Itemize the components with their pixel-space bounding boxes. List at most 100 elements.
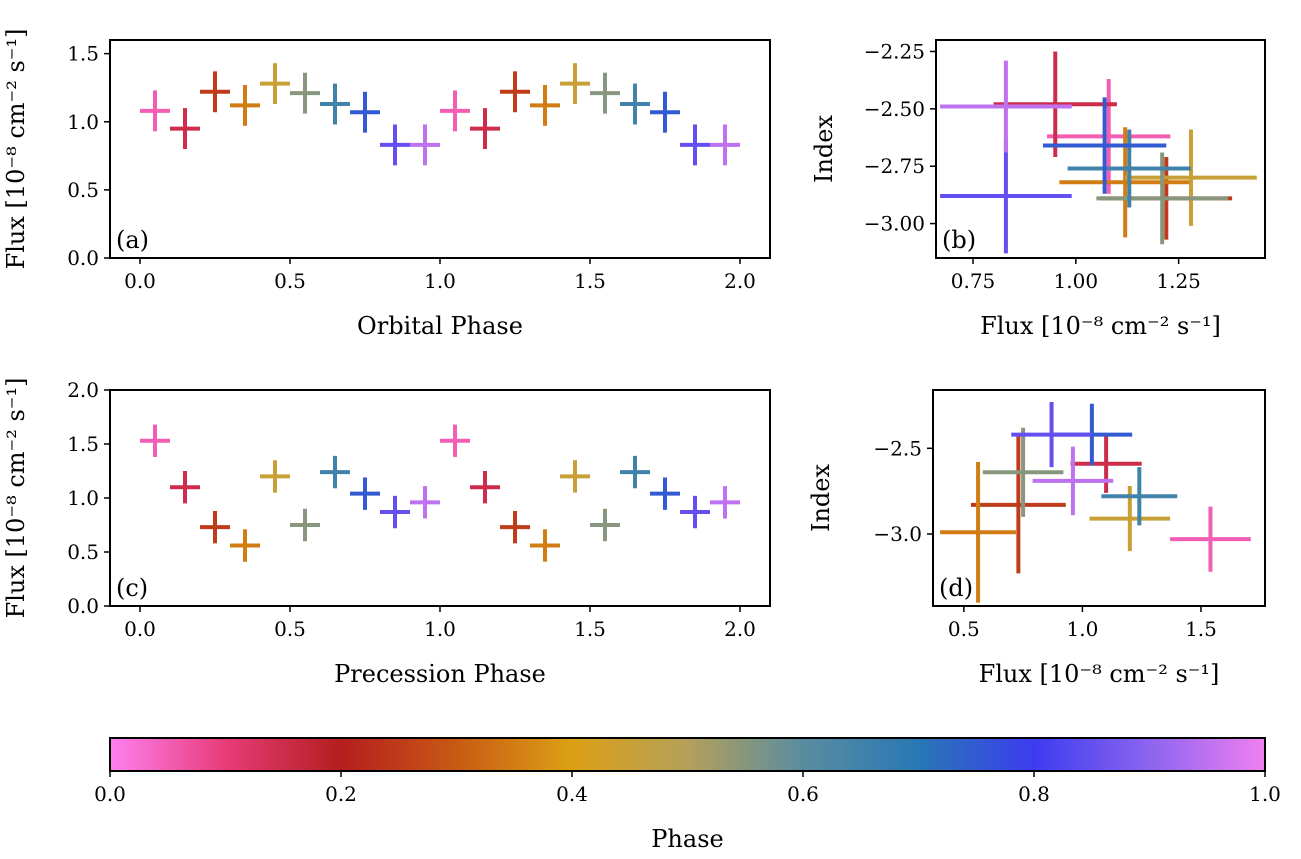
panel-a: 0.0 0.5 1.0 1.5 2.0 0.0 0.5 1.0 1.5 Orbital Phase… [2,29,770,340]
data-point-a-15 [590,73,620,114]
data-point-a-5 [290,73,320,114]
colorbar-label: Phase [651,825,723,853]
data-point-a-7 [350,92,380,133]
x-axis-label: Orbital Phase [357,312,523,340]
x-tick-label: 2.0 [724,617,756,641]
data-points [940,402,1251,603]
colorbar-tick-label: 0.0 [94,782,126,806]
data-point-d-1 [1071,435,1142,493]
x-tick-label: 1.5 [574,269,606,293]
data-point-c-6 [320,456,350,488]
data-point-c-15 [590,509,620,541]
data-point-c-2 [200,511,230,543]
panel-label: (c) [116,574,148,602]
data-point-c-4 [260,460,290,492]
y-tick-label: −2.5 [873,436,922,460]
data-point-c-8 [380,496,410,528]
x-tick-label: 0.0 [124,617,156,641]
data-point-a-3 [230,85,260,126]
data-point-a-6 [320,84,350,125]
plot-frame [936,40,1265,258]
data-point-c-10 [440,425,470,457]
data-point-c-18 [680,496,710,528]
y-axis-label: Flux [10⁻⁸ cm⁻² s⁻¹] [2,378,30,619]
x-tick-label: 0.5 [274,617,306,641]
colorbar-tick-label: 0.8 [1018,782,1050,806]
x-axis-label: Precession Phase [334,660,546,688]
data-point-a-16 [620,84,650,125]
x-tick-label: 1.5 [1185,617,1217,641]
y-tick-label: −3.00 [864,212,925,236]
data-point-a-8 [380,124,410,165]
data-point-c-16 [620,456,650,488]
data-point-a-19 [710,124,740,165]
data-point-c-12 [500,511,530,543]
data-point-b-5 [1096,152,1228,244]
x-tick-label: 1.00 [1054,269,1099,293]
data-point-b-6 [1068,129,1191,207]
data-point-a-9 [410,124,440,165]
data-points [940,51,1257,253]
data-point-c-9 [410,486,440,518]
data-point-a-18 [680,124,710,165]
y-tick-label: −2.25 [864,39,925,63]
y-tick-label: −3.0 [873,522,922,546]
data-point-a-10 [440,90,470,131]
x-tick-label: 0.5 [948,617,980,641]
y-tick-label: 1.5 [67,432,99,456]
y-tick-label: 1.0 [67,486,99,510]
y-axis-label: Index [810,115,838,184]
x-tick-label: 1.0 [424,269,456,293]
panel-c: 0.0 0.5 1.0 1.5 2.0 0.0 0.5 1.0 1.5 2.0 Precession… [2,378,770,688]
data-point-d-0 [1170,507,1251,572]
y-axis-label: Flux [10⁻⁸ cm⁻² s⁻¹] [2,29,30,270]
data-point-a-13 [530,85,560,126]
plot-frame [110,40,770,258]
data-point-a-0 [140,90,170,131]
x-axis-label: Flux [10⁻⁸ cm⁻² s⁻¹] [980,312,1221,340]
data-point-c-14 [560,460,590,492]
x-tick-label: 0.0 [124,269,156,293]
colorbar-tick-label: 0.2 [325,782,357,806]
panel-d: 0.5 1.0 1.5 −3.0 −2.5 Flux [10⁻⁸ cm⁻² s⁻¹] Ind… [807,390,1265,688]
y-tick-label: 1.5 [67,42,99,66]
x-axis-label: Flux [10⁻⁸ cm⁻² s⁻¹] [979,660,1220,688]
data-point-c-11 [470,471,500,503]
data-point-a-17 [650,92,680,133]
data-point-c-13 [530,529,560,561]
y-axis-label: Index [807,464,835,533]
panel-b: 0.75 1.00 1.25 −3.00 −2.75 −2.50 −2.25 Flux [10… [810,39,1265,340]
y-tick-label: 0.5 [67,178,99,202]
panel-label: (b) [942,226,976,254]
y-tick-label: −2.50 [864,97,925,121]
y-tick-label: −2.75 [864,154,925,178]
data-point-a-14 [560,63,590,104]
data-point-a-12 [500,71,530,112]
data-point-c-1 [170,471,200,503]
colorbar-tick-label: 0.6 [787,782,819,806]
x-tick-label: 1.5 [574,617,606,641]
plot-frame [933,390,1265,606]
y-tick-label: 0.0 [67,594,99,618]
data-point-a-1 [170,108,200,149]
x-tick-label: 2.0 [724,269,756,293]
colorbar-gradient [110,738,1265,771]
data-point-c-0 [140,425,170,457]
data-point-c-19 [710,486,740,518]
x-tick-label: 0.5 [274,269,306,293]
data-point-c-7 [350,477,380,509]
panel-label: (d) [939,574,973,602]
data-point-c-17 [650,477,680,509]
data-point-b-1 [994,51,1117,157]
y-tick-label: 2.0 [67,378,99,402]
plot-frame [110,390,770,606]
x-tick-label: 1.25 [1156,269,1201,293]
data-points [140,63,740,165]
panel-label: (a) [116,226,149,254]
data-point-a-11 [470,108,500,149]
data-point-b-9 [940,61,1072,153]
y-tick-label: 1.0 [67,110,99,134]
colorbar-tick-label: 0.4 [556,782,588,806]
x-tick-label: 1.0 [1066,617,1098,641]
x-tick-label: 1.0 [424,617,456,641]
